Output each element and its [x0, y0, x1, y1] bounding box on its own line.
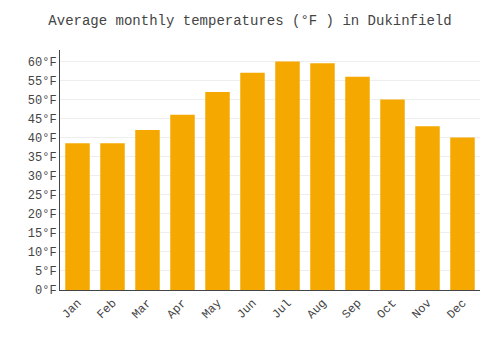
svg-text:Jul: Jul: [269, 297, 294, 322]
svg-text:5°F: 5°F: [35, 265, 57, 279]
svg-text:60°F: 60°F: [28, 56, 57, 70]
svg-text:10°F: 10°F: [28, 246, 57, 260]
svg-text:45°F: 45°F: [28, 113, 57, 127]
svg-text:Oct: Oct: [374, 297, 399, 322]
svg-text:Jan: Jan: [59, 297, 84, 322]
svg-text:Mar: Mar: [129, 297, 154, 322]
svg-text:Feb: Feb: [94, 297, 119, 322]
svg-text:20°F: 20°F: [28, 208, 57, 222]
svg-text:May: May: [199, 297, 224, 322]
svg-text:Dec: Dec: [444, 297, 469, 322]
svg-text:25°F: 25°F: [28, 189, 57, 203]
svg-text:Sep: Sep: [339, 297, 364, 322]
svg-text:Apr: Apr: [164, 297, 189, 322]
svg-text:30°F: 30°F: [28, 170, 57, 184]
svg-text:40°F: 40°F: [28, 132, 57, 146]
svg-text:Aug: Aug: [304, 297, 329, 322]
svg-text:50°F: 50°F: [28, 94, 57, 108]
svg-text:0°F: 0°F: [35, 284, 57, 298]
svg-text:Average monthly temperatures (: Average monthly temperatures (°F ) in Du…: [48, 13, 451, 29]
svg-text:55°F: 55°F: [28, 75, 57, 89]
svg-text:15°F: 15°F: [28, 227, 57, 241]
svg-text:35°F: 35°F: [28, 151, 57, 165]
svg-text:Nov: Nov: [409, 297, 434, 322]
svg-text:Jun: Jun: [234, 297, 259, 322]
